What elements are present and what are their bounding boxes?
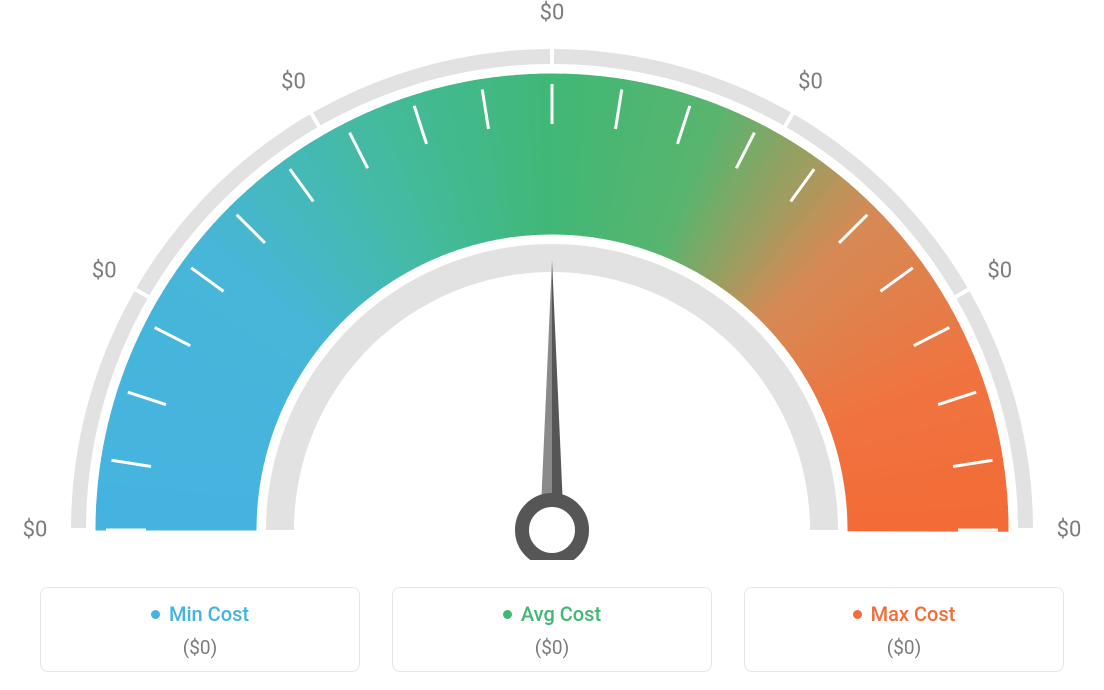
legend-value-avg: ($0) bbox=[403, 636, 701, 659]
legend-card-min: Min Cost ($0) bbox=[40, 587, 360, 672]
gauge-svg bbox=[0, 0, 1104, 560]
gauge-tick-label: $0 bbox=[987, 259, 1012, 284]
gauge-tick-label: $0 bbox=[798, 70, 823, 95]
gauge-tick-label: $0 bbox=[540, 1, 565, 26]
legend-card-max: Max Cost ($0) bbox=[744, 587, 1064, 672]
legend-title-max: Max Cost bbox=[853, 602, 956, 626]
gauge-tick-label: $0 bbox=[281, 70, 306, 95]
legend-title-avg: Avg Cost bbox=[503, 602, 601, 626]
legend-dot-avg bbox=[503, 610, 512, 619]
gauge-tick-label: $0 bbox=[1057, 518, 1082, 543]
legend-label-avg: Avg Cost bbox=[521, 602, 601, 626]
legend-value-min: ($0) bbox=[51, 636, 349, 659]
legend-label-min: Min Cost bbox=[169, 602, 249, 626]
legend-card-avg: Avg Cost ($0) bbox=[392, 587, 712, 672]
legend-dot-min bbox=[151, 610, 160, 619]
legend-dot-max bbox=[853, 610, 862, 619]
gauge-tick-label: $0 bbox=[92, 259, 117, 284]
gauge-tick-label: $0 bbox=[23, 518, 48, 543]
gauge-chart: $0 $0 $0 $0 $0 $0 $0 bbox=[0, 0, 1104, 560]
legend-value-max: ($0) bbox=[755, 636, 1053, 659]
legend-title-min: Min Cost bbox=[151, 602, 249, 626]
legend-label-max: Max Cost bbox=[871, 602, 956, 626]
legend-row: Min Cost ($0) Avg Cost ($0) Max Cost ($0… bbox=[40, 587, 1064, 672]
